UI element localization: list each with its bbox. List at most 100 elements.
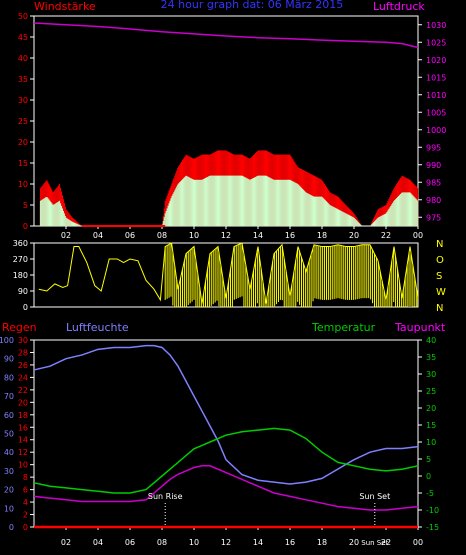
humidity-y-tick-label: 80 [4, 373, 14, 382]
chart-title: 24 hour graph dat: 06 März 2015 [161, 0, 344, 11]
temp-y-tick-label: -10 [426, 506, 439, 515]
pressure-y-tick-label: 990 [426, 161, 441, 170]
time-tick-label: 20 [349, 538, 359, 547]
humidity-y-tick-label: 60 [4, 411, 14, 420]
humidity-y-tick-label: 90 [4, 355, 14, 364]
temp-y-tick-label: 10 [426, 438, 436, 447]
time-tick-label: 16 [285, 231, 295, 240]
direction-y-tick-label: 0 [23, 303, 28, 312]
time-tick-label: 04 [93, 231, 103, 240]
pressure-y-tick-label: 985 [426, 178, 441, 187]
wind-y-tick-label: 10 [18, 180, 28, 189]
time-tick-label: 02 [61, 538, 71, 547]
pressure-line [33, 22, 419, 49]
time-tick-label: 20 [349, 231, 359, 240]
sun-marker-label: Sun Rise [148, 492, 183, 501]
humidity-y-tick-label: 50 [4, 430, 14, 439]
humidity-y-tick-label: 70 [4, 392, 14, 401]
direction-y-tick-label: 90 [18, 287, 28, 296]
time-tick-label: 18 [317, 231, 327, 240]
direction-y-tick-label: 360 [13, 239, 28, 248]
rain-y-tick-label: 4 [23, 498, 28, 507]
humidity-y-tick-label: 30 [4, 467, 14, 476]
temp-y-tick-label: 0 [426, 472, 431, 481]
time-tick-label: 08 [157, 231, 167, 240]
time-tick-label: 02 [61, 231, 71, 240]
temp-y-tick-label: 5 [426, 455, 431, 464]
time-tick-label: 18 [317, 538, 327, 547]
temp-y-tick-label: 15 [426, 421, 436, 430]
time-tick-label: 22 [381, 231, 391, 240]
pressure-y-tick-label: 1015 [426, 73, 446, 82]
time-tick-label: 12 [221, 231, 231, 240]
wind-y-tick-label: 15 [18, 159, 28, 168]
temperature-axis-label: Temperatur [311, 321, 376, 334]
time-tick-label: 04 [93, 538, 103, 547]
pressure-y-tick-label: 1020 [426, 56, 446, 65]
direction-y-tick-label: 180 [13, 271, 28, 280]
wind-axis-label: Windstärke [34, 0, 96, 13]
rain-y-tick-label: 8 [23, 473, 28, 482]
rain-y-tick-label: 18 [18, 411, 28, 420]
humidity-y-tick-label: 10 [4, 504, 14, 513]
compass-label: W [436, 287, 446, 298]
rain-y-tick-label: 30 [18, 336, 28, 345]
time-tick-label: 00 [413, 538, 423, 547]
time-tick-label: 12 [221, 538, 231, 547]
wind-y-tick-label: 0 [23, 222, 28, 231]
pressure-y-tick-label: 995 [426, 143, 441, 152]
humidity-y-tick-label: 0 [9, 523, 14, 532]
humidity-y-tick-label: 100 [0, 336, 14, 345]
rain-y-tick-label: 28 [18, 348, 28, 357]
rain-y-tick-label: 0 [23, 523, 28, 532]
rain-y-tick-label: 26 [18, 361, 28, 370]
humidity-y-tick-label: 40 [4, 448, 14, 457]
rain-y-tick-label: 6 [23, 486, 28, 495]
rain-y-tick-label: 24 [18, 373, 28, 382]
rain-y-tick-label: 22 [18, 386, 28, 395]
pressure-axis-label: Luftdruck [373, 0, 425, 13]
compass-label: O [436, 255, 444, 266]
dewpoint-line [33, 465, 419, 511]
time-tick-label: 10 [189, 231, 199, 240]
humidity-y-tick-label: 20 [4, 486, 14, 495]
time-tick-label: 22 [381, 538, 391, 547]
time-tick-label: 06 [125, 231, 135, 240]
temp-y-tick-label: -15 [426, 523, 439, 532]
wind-y-tick-label: 50 [18, 12, 28, 21]
rain-y-tick-label: 20 [18, 398, 28, 407]
wind-y-tick-label: 30 [18, 96, 28, 105]
time-tick-label: 06 [125, 538, 135, 547]
wind-y-tick-label: 35 [18, 75, 28, 84]
rain-y-tick-label: 12 [18, 448, 28, 457]
temperature-line [33, 427, 419, 494]
rain-y-tick-label: 10 [18, 461, 28, 470]
pressure-y-tick-label: 1025 [426, 38, 446, 47]
pressure-y-tick-label: 980 [426, 196, 441, 205]
wind-y-tick-label: 25 [18, 117, 28, 126]
rain-y-tick-label: 2 [23, 511, 28, 520]
wind-y-tick-label: 20 [18, 138, 28, 147]
temp-y-tick-label: 35 [426, 353, 436, 362]
compass-label: N [436, 303, 443, 314]
rain-axis-label: Regen [2, 321, 37, 334]
dewpoint-axis-label: Taupunkt [394, 321, 446, 334]
temp-y-tick-label: -5 [426, 489, 434, 498]
wind-y-tick-label: 5 [23, 201, 28, 210]
temp-y-tick-label: 25 [426, 387, 436, 396]
time-tick-label: 08 [157, 538, 167, 547]
pressure-y-tick-label: 1000 [426, 126, 446, 135]
pressure-y-tick-label: 1010 [426, 91, 446, 100]
wind-y-tick-label: 45 [18, 33, 28, 42]
compass-label: N [436, 239, 443, 250]
time-tick-label: 16 [285, 538, 295, 547]
temp-y-tick-label: 40 [426, 336, 436, 345]
pressure-y-tick-label: 975 [426, 213, 441, 222]
time-tick-label: 00 [413, 231, 423, 240]
temp-y-tick-label: 20 [426, 404, 436, 413]
pressure-y-tick-label: 1030 [426, 21, 446, 30]
time-tick-label: 14 [253, 538, 263, 547]
humidity-line [33, 344, 419, 485]
wind-y-tick-label: 40 [18, 54, 28, 63]
